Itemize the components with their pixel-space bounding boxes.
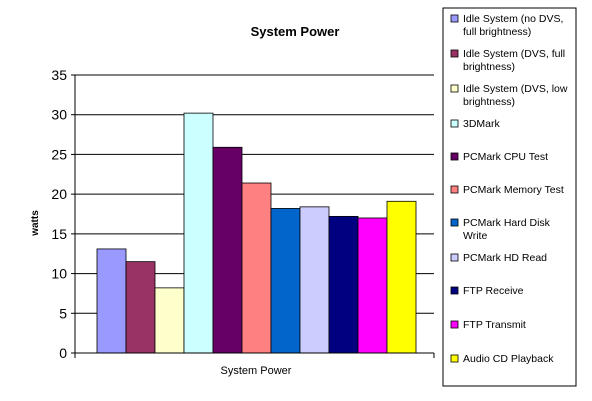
legend-entry: PCMark Hard Disk Write xyxy=(463,217,551,242)
y-tick-label: 30 xyxy=(51,107,67,123)
legend-entry: Idle System (DVS, full brightness) xyxy=(463,48,565,73)
bar xyxy=(270,208,301,354)
bar xyxy=(386,200,417,354)
legend-entry: 3DMark xyxy=(463,118,501,130)
legend-swatch xyxy=(450,14,459,23)
y-axis-label: watts xyxy=(30,210,41,237)
y-tick-label: 35 xyxy=(51,67,67,83)
bar xyxy=(154,287,185,354)
legend-entry: Idle System (DVS, low brightness) xyxy=(463,83,568,108)
bar xyxy=(96,248,127,354)
bar xyxy=(241,182,272,354)
chart-title: System Power xyxy=(251,24,340,39)
axes: 0 5 10 15 20 25 30 35 xyxy=(51,67,435,361)
legend-entry: PCMark CPU Test xyxy=(463,151,548,163)
legend-swatch xyxy=(450,185,459,194)
legend: Idle System (no DVS, full brightness) Idle… xyxy=(442,7,577,387)
legend-swatch xyxy=(450,49,459,58)
bar xyxy=(125,261,156,354)
y-tick-label: 25 xyxy=(51,146,67,162)
legend-entry: FTP Receive xyxy=(463,285,524,297)
y-tick-label: 15 xyxy=(51,226,67,242)
legend-entry: PCMark HD Read xyxy=(463,252,547,264)
bar xyxy=(183,112,214,354)
legend-swatch xyxy=(450,253,459,262)
legend-swatch xyxy=(450,119,459,128)
y-tick-label: 10 xyxy=(51,266,67,282)
bars xyxy=(96,112,417,354)
legend-entry: FTP Transmit xyxy=(463,319,526,331)
legend-swatch xyxy=(450,84,459,93)
y-tick-label: 5 xyxy=(59,305,67,321)
legend-entry: Audio CD Playback xyxy=(463,353,554,365)
legend-entry: Idle System (no DVS, full brightness) xyxy=(463,13,563,38)
bar xyxy=(299,206,330,354)
legend-swatch xyxy=(450,320,459,329)
legend-box xyxy=(442,7,577,387)
y-tick-label: 0 xyxy=(59,345,67,361)
x-axis-label: System Power xyxy=(221,365,292,377)
bar xyxy=(212,146,243,354)
legend-swatch xyxy=(450,152,459,161)
legend-entry: PCMark Memory Test xyxy=(463,184,564,196)
legend-swatch xyxy=(450,354,459,363)
bar xyxy=(357,217,388,354)
legend-swatch xyxy=(450,286,459,295)
y-tick-label: 20 xyxy=(51,186,67,202)
legend-swatch xyxy=(450,218,459,227)
bar xyxy=(328,215,359,354)
